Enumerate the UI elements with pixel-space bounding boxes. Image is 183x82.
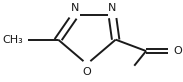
Text: N: N xyxy=(108,3,116,13)
Text: CH₃: CH₃ xyxy=(2,35,23,45)
Text: N: N xyxy=(71,3,79,13)
Text: O: O xyxy=(83,67,91,77)
Text: O: O xyxy=(173,46,182,56)
